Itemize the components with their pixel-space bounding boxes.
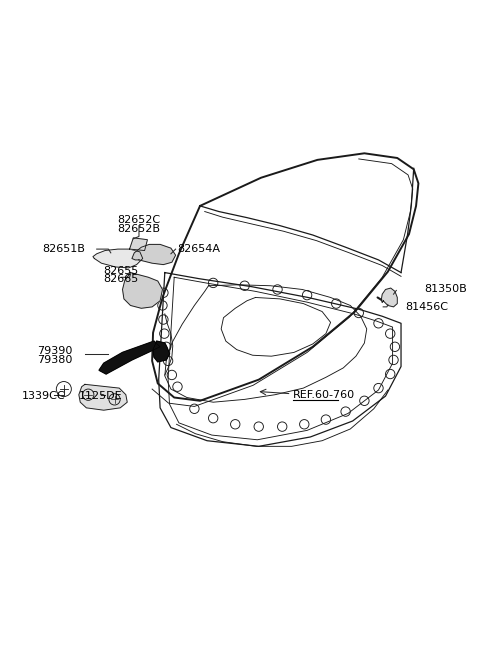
Polygon shape	[381, 288, 397, 307]
Text: 82655: 82655	[104, 266, 139, 276]
Text: 82651B: 82651B	[42, 244, 85, 254]
Text: REF.60-760: REF.60-760	[293, 390, 355, 400]
Polygon shape	[122, 273, 162, 308]
Text: 81456C: 81456C	[406, 302, 449, 312]
Polygon shape	[99, 341, 160, 374]
Text: 1125DE: 1125DE	[79, 391, 122, 401]
Polygon shape	[130, 238, 147, 251]
Text: 79380: 79380	[37, 355, 72, 365]
Text: 1339CC: 1339CC	[22, 391, 66, 401]
Text: 79390: 79390	[37, 346, 72, 356]
Text: 82652C: 82652C	[118, 215, 160, 225]
Text: 82652B: 82652B	[118, 224, 160, 234]
Text: 82665: 82665	[104, 274, 139, 284]
Polygon shape	[132, 245, 176, 264]
Polygon shape	[153, 341, 169, 362]
Polygon shape	[93, 249, 143, 268]
Text: 81350B: 81350B	[424, 285, 467, 295]
Polygon shape	[79, 384, 127, 410]
Text: 82654A: 82654A	[178, 244, 220, 254]
